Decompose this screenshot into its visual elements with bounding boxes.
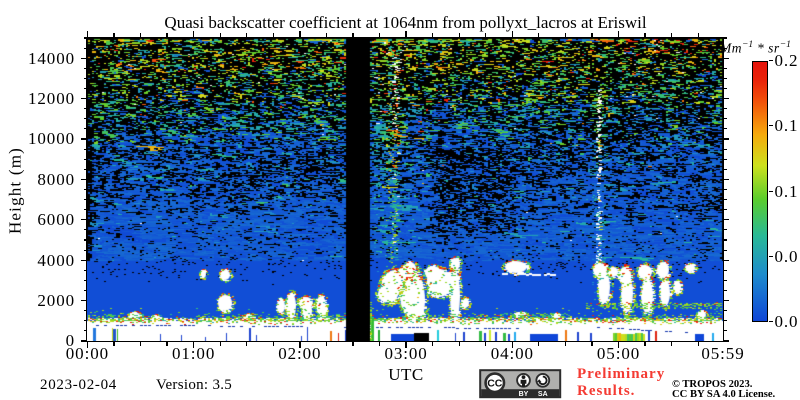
svg-text:BY: BY <box>519 391 529 398</box>
svg-text:CC: CC <box>487 378 503 390</box>
svg-text:SA: SA <box>538 391 548 398</box>
